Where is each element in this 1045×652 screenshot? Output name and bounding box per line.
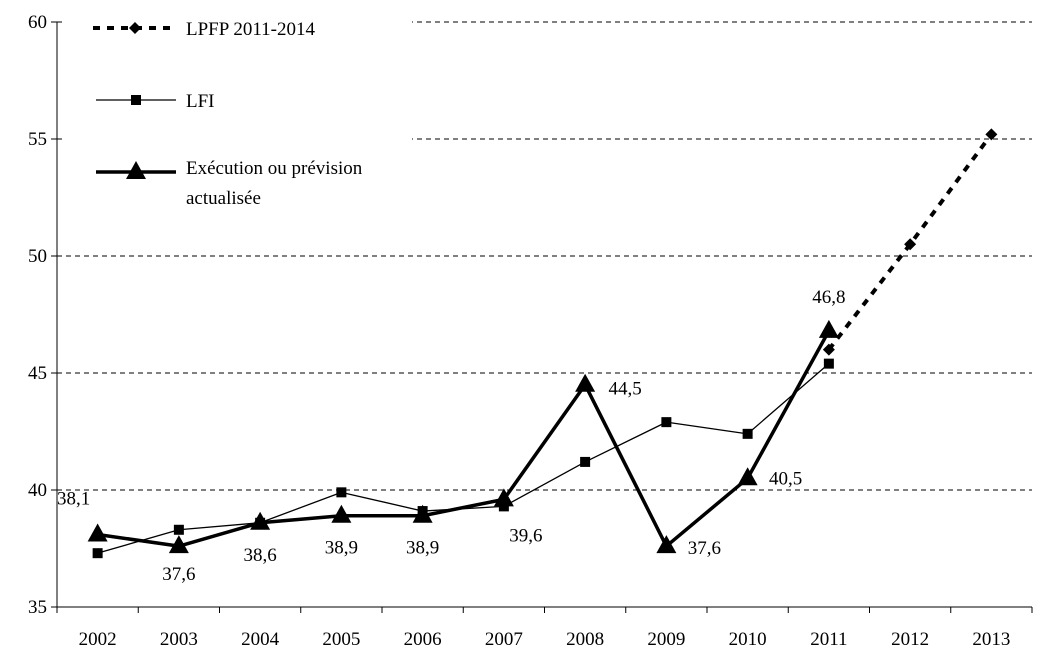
data-point: [580, 456, 591, 467]
data-label: 37,6: [688, 538, 721, 559]
data-point: [493, 488, 514, 507]
x-tick-label: 2002: [79, 629, 117, 650]
x-tick-label: 2010: [729, 629, 767, 650]
series-group: [87, 128, 998, 559]
data-label: 44,5: [609, 379, 642, 400]
y-tick-label: 55: [28, 129, 47, 150]
data-point: [904, 238, 917, 251]
x-tick-label: 2008: [566, 629, 604, 650]
data-point: [742, 428, 753, 439]
legend-box: [62, 8, 412, 213]
x-tick-label: 2012: [891, 629, 929, 650]
data-point: [250, 511, 271, 530]
data-label: 38,9: [325, 538, 358, 559]
data-point: [87, 523, 108, 542]
data-label: 40,5: [769, 468, 802, 489]
data-point: [656, 535, 677, 554]
data-label: 46,8: [812, 287, 845, 308]
legend-marker-lfi: [131, 95, 141, 105]
legend-label-lpfp: LPFP 2011-2014: [186, 19, 315, 40]
legend: LPFP 2011-2014 LFI Exécution ou prévision a…: [62, 8, 412, 213]
data-point: [737, 467, 758, 486]
x-tick-label: 2013: [972, 629, 1010, 650]
series-line: [827, 133, 993, 351]
x-tick-label: 2003: [160, 629, 198, 650]
x-tick-label: 2007: [485, 629, 523, 650]
y-tick-label: 40: [28, 480, 47, 501]
data-point: [412, 504, 433, 523]
data-point: [823, 358, 834, 369]
data-point: [173, 524, 184, 535]
x-tick-label: 2005: [322, 629, 360, 650]
data-point: [92, 548, 103, 559]
data-point: [331, 504, 352, 523]
data-label: 38,6: [244, 545, 277, 566]
y-tick-label: 45: [28, 363, 47, 384]
data-label: 38,9: [406, 538, 439, 559]
legend-marker-lpfp: [129, 22, 141, 34]
data-point: [575, 373, 596, 392]
data-point: [336, 487, 347, 498]
legend-label-execution-line2: actualisée: [186, 188, 261, 209]
series-line: [97, 363, 830, 554]
x-tick-label: 2009: [647, 629, 685, 650]
data-label: 37,6: [162, 564, 195, 585]
data-point: [168, 535, 189, 554]
data-point: [498, 501, 509, 512]
y-tick-label: 35: [28, 597, 47, 618]
x-tick-label: 2011: [810, 629, 847, 650]
data-point: [661, 417, 672, 428]
data-point: [822, 343, 835, 356]
data-labels: 38,1 37,6 38,6 38,9 38,9 39,6 44,5 37,6 40,5 46,8: [57, 287, 846, 585]
legend-label-execution-line1: Exécution ou prévision: [186, 158, 363, 179]
legend-label-lfi: LFI: [186, 91, 215, 112]
data-label: 38,1: [57, 488, 90, 509]
y-tick-label: 60: [28, 12, 47, 33]
y-tick-label: 50: [28, 246, 47, 267]
legend-marker-execution: [126, 161, 146, 179]
data-label: 39,6: [509, 525, 542, 546]
x-tick-label: 2004: [241, 629, 280, 650]
data-point: [818, 319, 839, 338]
axes: 35 40 45 50 55 60 2002 2003 2004 2005 2006 2007 2008…: [28, 12, 1033, 650]
data-point: [985, 128, 998, 141]
x-tick-label: 2006: [404, 629, 442, 650]
series-line: [97, 330, 831, 548]
